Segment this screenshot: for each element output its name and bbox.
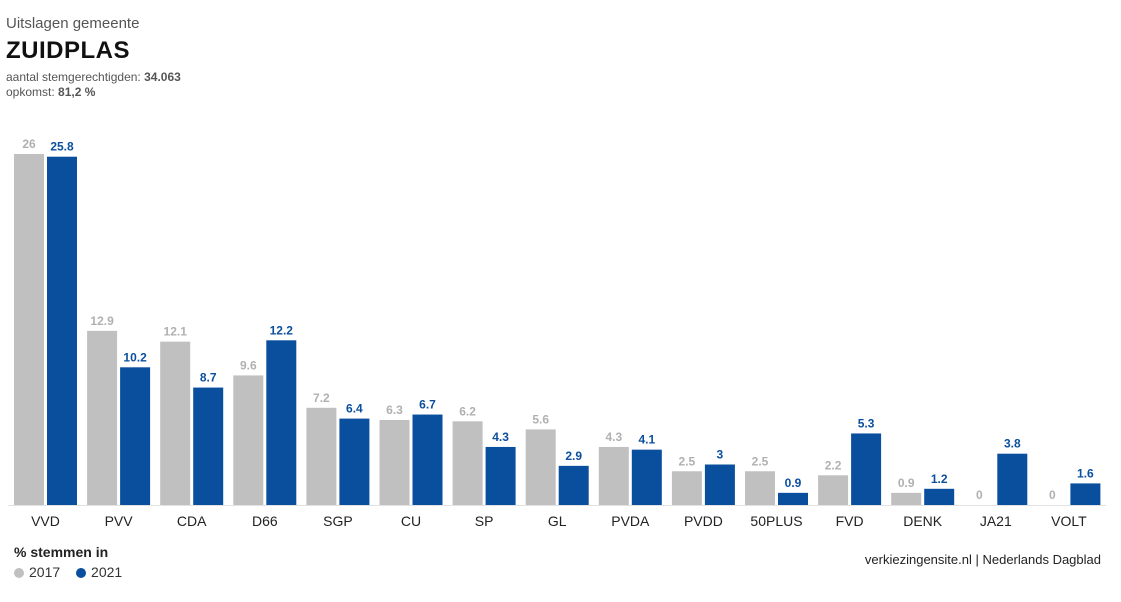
- bar-pvv-2017: [87, 330, 118, 505]
- bar-gl-2017: [525, 429, 556, 505]
- legend-label-2021: 2021: [91, 564, 123, 580]
- bar-sgp-2017: [306, 407, 337, 505]
- bar-pvdd-2017: [671, 471, 702, 505]
- legend-item-2017: 2017: [14, 562, 60, 582]
- category-label-vvd: VVD: [31, 513, 60, 529]
- turnout-label: opkomst:: [6, 85, 55, 99]
- eligible-voters-value: 34.063: [144, 70, 181, 84]
- category-label-volt: VOLT: [1051, 513, 1087, 529]
- eligible-voters-label: aantal stemgerechtigden:: [6, 70, 141, 84]
- chart-title: ZUIDPLAS: [6, 37, 130, 64]
- bar-d66-2017: [233, 375, 264, 505]
- bar-denk-2017: [891, 492, 922, 505]
- data-label-sp-2021: 4.3: [492, 430, 509, 444]
- legend: % stemmen in 2017 2021: [14, 543, 134, 582]
- legend-label-2017: 2017: [29, 564, 61, 580]
- bar-pvv-2021: [120, 367, 151, 505]
- data-label-cda-2021: 8.7: [200, 371, 217, 385]
- data-label-sp-2017: 6.2: [459, 404, 476, 418]
- data-label-ja21-2017: 0: [976, 488, 983, 502]
- category-label-pvdd: PVDD: [684, 513, 723, 529]
- bar-fvd-2017: [818, 475, 849, 505]
- bar-cda-2017: [160, 341, 191, 505]
- data-label-sgp-2017: 7.2: [313, 391, 330, 405]
- data-label-vvd-2021: 25.8: [50, 140, 74, 154]
- data-label-pvv-2017: 12.9: [90, 314, 114, 328]
- eligible-voters: aantal stemgerechtigden: 34.063: [6, 70, 181, 85]
- category-label-gl: GL: [548, 513, 567, 529]
- category-label-ja21: JA21: [980, 513, 1012, 529]
- bar-cda-2021: [193, 387, 224, 505]
- bar-chart: 26 25.8 VVD 12.9 10.2 PVV 12.1 8.7 CDA 9.6 12.2 D66…: [8, 137, 1106, 529]
- legend-items: 2017 2021: [14, 562, 134, 582]
- data-label-50plus-2017: 2.5: [752, 454, 769, 468]
- data-label-pvda-2017: 4.3: [605, 430, 622, 444]
- category-label-sp: SP: [475, 513, 494, 529]
- turnout: opkomst: 81,2 %: [6, 85, 181, 100]
- bar-pvda-2017: [598, 446, 629, 505]
- source-credit: verkiezingensite.nl | Nederlands Dagblad: [864, 552, 1101, 567]
- bar-sgp-2021: [339, 418, 370, 505]
- bar-vvd-2021: [47, 156, 77, 505]
- data-label-d66-2021: 12.2: [270, 323, 294, 337]
- data-label-pvdd-2021: 3: [717, 448, 724, 462]
- data-label-sgp-2021: 6.4: [346, 402, 363, 416]
- chart-subtitle: Uitslagen gemeente: [6, 15, 140, 32]
- data-label-gl-2021: 2.9: [565, 449, 582, 463]
- data-label-fvd-2021: 5.3: [858, 416, 875, 430]
- bar-sp-2021: [485, 446, 516, 505]
- data-label-cu-2021: 6.7: [419, 398, 436, 412]
- category-label-cu: CU: [401, 513, 421, 529]
- data-label-cda-2017: 12.1: [164, 325, 188, 339]
- legend-title: % stemmen in: [14, 544, 109, 560]
- data-label-ja21-2021: 3.8: [1004, 437, 1021, 451]
- bar-cu-2017: [379, 419, 410, 505]
- legend-dot-2021: [76, 568, 87, 578]
- category-label-fvd: FVD: [836, 513, 864, 529]
- category-label-d66: D66: [252, 513, 278, 529]
- bar-50plus-2021: [778, 492, 808, 505]
- data-label-vvd-2017: 26: [22, 137, 36, 151]
- category-label-pvv: PVV: [105, 513, 134, 529]
- category-label-sgp: SGP: [323, 513, 353, 529]
- category-label-denk: DENK: [903, 513, 943, 529]
- data-label-volt-2017: 0: [1049, 488, 1056, 502]
- data-label-pvdd-2017: 2.5: [679, 454, 696, 468]
- bar-gl-2021: [558, 465, 589, 505]
- legend-item-2021: 2021: [76, 562, 122, 582]
- data-label-gl-2017: 5.6: [532, 412, 549, 426]
- category-label-cda: CDA: [177, 513, 207, 529]
- legend-dot-2017: [14, 568, 24, 578]
- bar-denk-2021: [924, 488, 955, 505]
- bar-50plus-2017: [745, 471, 775, 505]
- bar-vvd-2017: [14, 154, 44, 505]
- data-label-pvda-2021: 4.1: [638, 433, 655, 447]
- bar-volt-2021: [1070, 483, 1101, 505]
- data-label-50plus-2021: 0.9: [785, 476, 802, 490]
- data-label-cu-2017: 6.3: [386, 403, 403, 417]
- bar-sp-2017: [452, 421, 483, 505]
- bar-ja21-2021: [997, 453, 1028, 505]
- data-label-fvd-2017: 2.2: [825, 458, 842, 472]
- bar-cu-2021: [412, 414, 443, 505]
- bar-fvd-2021: [851, 433, 882, 505]
- data-label-denk-2017: 0.9: [898, 476, 915, 490]
- category-label-pvda: PVDA: [611, 513, 650, 529]
- data-label-pvv-2021: 10.2: [123, 350, 147, 364]
- turnout-value: 81,2 %: [58, 85, 96, 99]
- chart-header: Uitslagen gemeente ZUIDPLAS aantal stemg…: [6, 14, 181, 100]
- bar-pvda-2021: [631, 449, 662, 505]
- bar-pvdd-2021: [704, 464, 735, 505]
- data-label-d66-2017: 9.6: [240, 358, 257, 372]
- bar-d66-2021: [266, 340, 297, 505]
- category-label-50plus: 50PLUS: [750, 513, 802, 529]
- data-label-volt-2021: 1.6: [1077, 466, 1094, 480]
- data-label-denk-2021: 1.2: [931, 472, 948, 486]
